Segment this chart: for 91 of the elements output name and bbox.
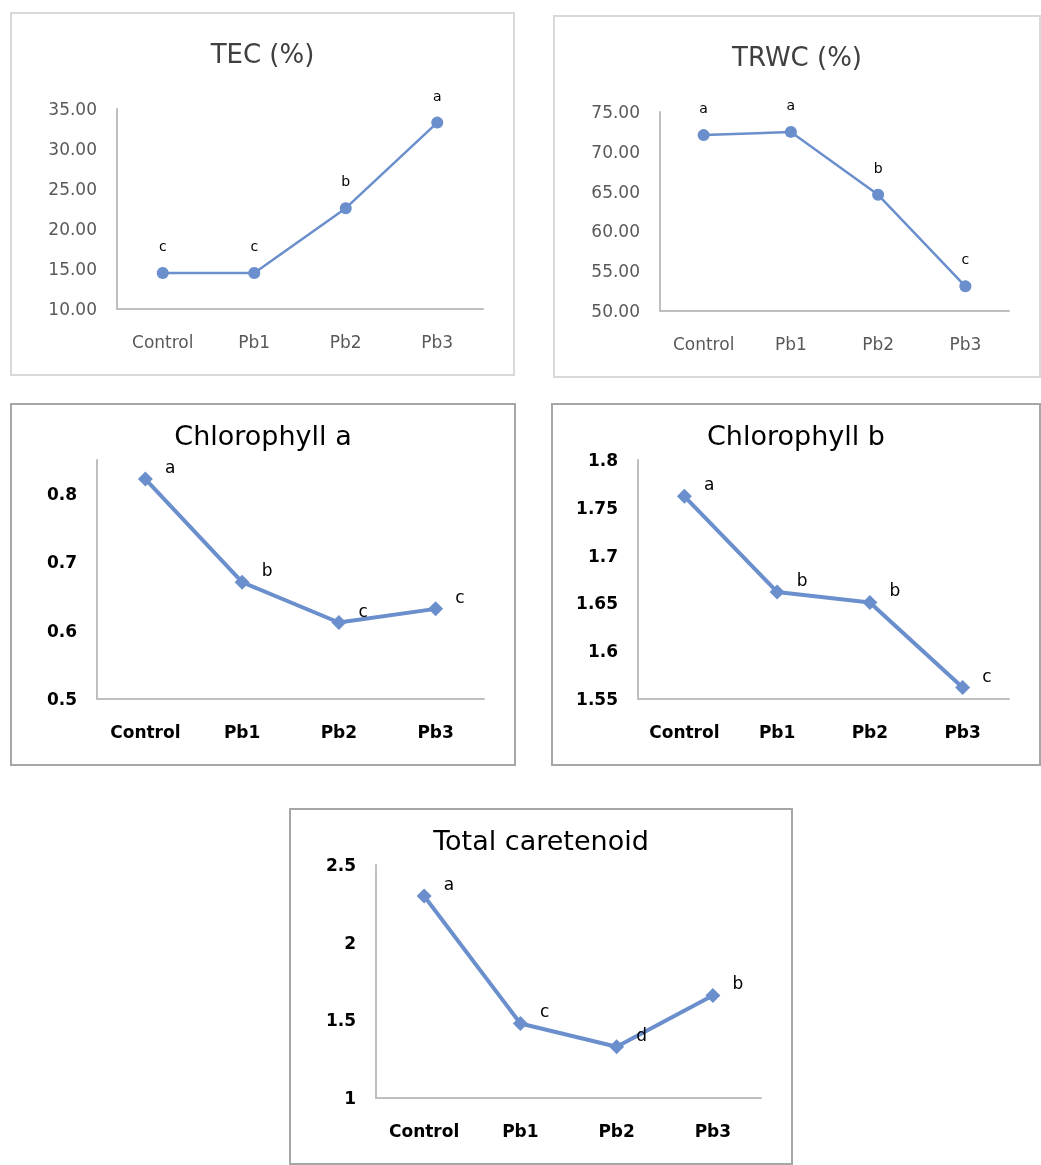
data-label: c [358,600,368,621]
point [609,1039,625,1055]
y-tick-label: 1.8 [587,450,618,470]
data-label: b [732,973,744,994]
y-tick-label: 1.55 [576,689,618,709]
x-tick-label: Control [132,331,194,352]
x-tick-label: Pb1 [238,331,271,352]
y-tick-label: 1.75 [576,497,618,518]
point [862,594,878,610]
x-tick-label: Pb2 [598,1120,635,1141]
y-tick-label: 1.7 [587,545,618,566]
y-tick-label: 10.00 [48,299,97,319]
y-tick-label: 1.6 [587,641,618,662]
y-tick-label: 70.00 [591,141,640,162]
y-tick-label: 0.6 [46,620,77,641]
y-tick-label: 60.00 [591,221,640,242]
chart-title: TRWC (%) [730,42,863,72]
x-tick-label: Pb3 [949,333,982,354]
data-label: d [636,1024,647,1045]
y-tick-label: 55.00 [591,261,640,282]
point [784,125,797,138]
point [331,615,347,631]
chart-title: Chlorophyll a [174,420,352,451]
data-label: c [539,1001,550,1022]
point [959,280,972,293]
x-tick-label: Pb2 [329,331,362,352]
x-tick-label: Pb1 [758,721,796,742]
x-tick-label: Control [110,721,181,742]
data-label: c [158,238,167,254]
x-tick-label: Pb3 [944,721,981,742]
y-tick-label: 65.00 [591,181,640,202]
x-tick-label: Control [388,1120,460,1141]
y-tick-label: 20.00 [48,219,97,239]
y-tick-label: 25.00 [48,179,97,199]
data-label: a [786,96,796,113]
x-tick-label: Pb3 [417,721,454,742]
data-label: a [699,100,708,117]
y-tick-label: 0.7 [46,552,77,573]
y-tick-label: 2.5 [325,855,356,875]
x-tick-label: Control [649,721,720,742]
x-tick-label: Pb1 [502,1120,539,1141]
y-tick-label: 75.00 [591,102,640,122]
x-tick-label: Pb2 [851,721,889,742]
point [512,1015,528,1031]
point [339,202,352,215]
chart-title: TEC (%) [209,39,315,69]
data-label: c [961,251,970,268]
data-label: a [443,874,455,895]
point [416,888,432,904]
data-label: b [341,173,351,190]
y-tick-label: 15.00 [48,259,97,279]
point [428,601,444,617]
point [697,129,710,142]
x-tick-label: Pb1 [774,333,807,354]
y-tick-label: 1.65 [576,593,618,614]
chart-title: Total caretenoid [432,825,649,856]
data-label: b [261,560,273,581]
data-label: a [432,87,442,104]
y-tick-label: 0.5 [46,689,77,709]
data-label: a [703,474,715,495]
point [137,471,153,487]
x-tick-label: Pb3 [421,331,454,352]
data-label: c [982,665,992,686]
point [676,488,692,504]
y-tick-label: 50.00 [591,301,640,321]
y-tick-label: 35.00 [48,99,97,119]
chart-title: Chlorophyll b [707,420,885,451]
x-tick-label: Control [672,333,735,354]
data-label: c [250,238,259,254]
point [872,188,885,201]
x-tick-label: Pb2 [320,721,358,742]
point [769,584,785,600]
point [248,267,261,279]
y-tick-label: 0.8 [46,484,77,505]
x-tick-label: Pb3 [694,1120,732,1141]
point [431,116,444,129]
y-tick-label: 1.5 [325,1010,356,1031]
data-label: b [796,569,808,590]
point [156,267,169,279]
y-tick-label: 30.00 [48,139,97,159]
point [234,574,250,590]
y-tick-label: 2 [344,932,356,953]
data-label: c [455,586,465,607]
y-tick-label: 1 [344,1088,356,1108]
point [705,987,721,1003]
data-label: a [164,457,176,478]
data-label: b [873,159,883,176]
data-label: b [889,580,901,601]
point [955,680,971,696]
x-tick-label: Pb2 [862,333,895,354]
x-tick-label: Pb1 [223,721,261,742]
